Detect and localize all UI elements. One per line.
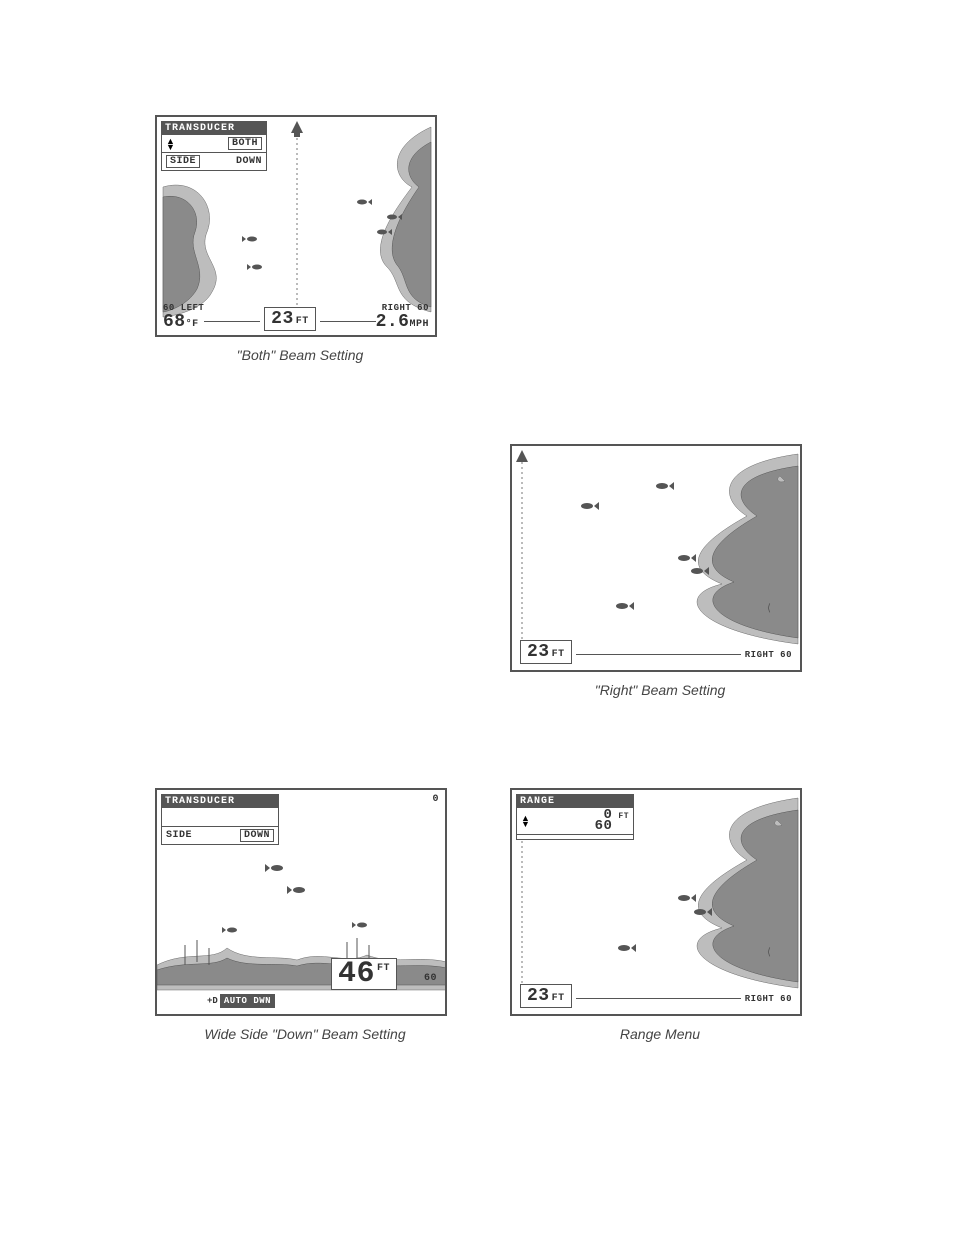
figure-caption: "Both" Beam Setting: [155, 347, 445, 363]
sonar-screen: ⟨ RANGE ▲▼ 0 60 FT: [510, 788, 802, 1016]
figure-right: ⟨ 23FT RIGHT 60 "Right" Beam Setting: [510, 444, 810, 698]
depth-unit: FT: [296, 316, 309, 327]
depth-readout: 23FT: [520, 984, 572, 1008]
auto-pill[interactable]: AUTO DWN: [220, 994, 275, 1008]
depth-readout: 46FT: [331, 958, 397, 990]
figure-caption: Wide Side "Down" Beam Setting: [155, 1026, 455, 1042]
depth-unit: FT: [552, 993, 565, 1004]
sonar-screen: TRANSDUCER ▲▼ BOTH SIDE DOWN: [155, 115, 437, 337]
range-values: 0 60: [595, 810, 613, 832]
menu-title: RANGE: [517, 795, 633, 808]
menu-opt-side[interactable]: SIDE: [166, 830, 192, 841]
depth-unit: FT: [377, 963, 390, 974]
svg-text:⟨: ⟨: [767, 603, 771, 614]
screen-wrap: ⟨ RANGE ▲▼ 0 60 FT: [510, 788, 810, 1016]
status-left: 60 LEFT 68°F: [163, 304, 204, 331]
range-menu[interactable]: RANGE ▲▼ 0 60 FT: [516, 794, 634, 840]
depth-value: 23: [527, 987, 550, 1005]
menu-opt-down[interactable]: DOWN: [236, 156, 262, 167]
depth-value: 23: [271, 310, 294, 328]
menu-opt-both[interactable]: BOTH: [228, 137, 262, 150]
figure-down: TRANSDUCER SIDE DOWN 0 46FT 60: [155, 788, 455, 1042]
depth-readout: 23FT: [264, 307, 316, 331]
temp-unit: °F: [186, 319, 199, 330]
range-zero: 0: [432, 794, 439, 805]
range-end: 60: [424, 973, 437, 984]
auto-mode: +D AUTO DWN: [207, 994, 275, 1008]
menu-title: TRANSDUCER: [162, 122, 266, 135]
sonar-graphic: ⟨: [512, 446, 802, 672]
status-right: RIGHT 60 2.6MPH: [376, 304, 429, 331]
transducer-menu[interactable]: TRANSDUCER SIDE DOWN: [161, 794, 279, 845]
sonar-screen: TRANSDUCER SIDE DOWN 0 46FT 60: [155, 788, 447, 1016]
figure-caption: Range Menu: [510, 1026, 810, 1042]
page: TRANSDUCER ▲▼ BOTH SIDE DOWN: [0, 0, 954, 1235]
status-bar: 23FT RIGHT 60: [512, 984, 800, 1008]
range-right-label: RIGHT 60: [745, 994, 792, 1004]
transducer-menu[interactable]: TRANSDUCER ▲▼ BOTH SIDE DOWN: [161, 121, 267, 171]
screen-wrap: TRANSDUCER ▲▼ BOTH SIDE DOWN: [155, 115, 445, 337]
updown-arrows-icon[interactable]: ▲▼: [166, 138, 175, 150]
menu-title: TRANSDUCER: [162, 795, 278, 808]
status-bar: 60 LEFT 68°F 23FT RIGHT 60: [157, 304, 435, 331]
screen-wrap: ⟨ 23FT RIGHT 60: [510, 444, 810, 672]
menu-opt-down[interactable]: DOWN: [240, 829, 274, 842]
svg-text:⟨: ⟨: [767, 947, 771, 958]
depth-unit: FT: [552, 649, 565, 660]
temp-value: 68: [163, 312, 186, 332]
depth-value: 23: [527, 643, 550, 661]
figure-both: TRANSDUCER ▲▼ BOTH SIDE DOWN: [155, 115, 445, 363]
menu-opt-side[interactable]: SIDE: [166, 155, 200, 168]
screen-wrap: TRANSDUCER SIDE DOWN 0 46FT 60: [155, 788, 455, 1016]
figure-range: ⟨ RANGE ▲▼ 0 60 FT: [510, 788, 810, 1042]
status-bar: 23FT RIGHT 60: [512, 640, 800, 664]
range-right-label: RIGHT 60: [745, 650, 792, 660]
sonar-screen: ⟨ 23FT RIGHT 60: [510, 444, 802, 672]
range-unit: FT: [618, 812, 629, 821]
auto-prefix: +D: [207, 996, 218, 1006]
figure-caption: "Right" Beam Setting: [510, 682, 810, 698]
speed-unit: MPH: [409, 319, 429, 330]
depth-value: 46: [338, 959, 375, 989]
depth-readout: 23FT: [520, 640, 572, 664]
speed-value: 2.6: [376, 312, 410, 332]
updown-arrows-icon[interactable]: ▲▼: [521, 815, 530, 827]
